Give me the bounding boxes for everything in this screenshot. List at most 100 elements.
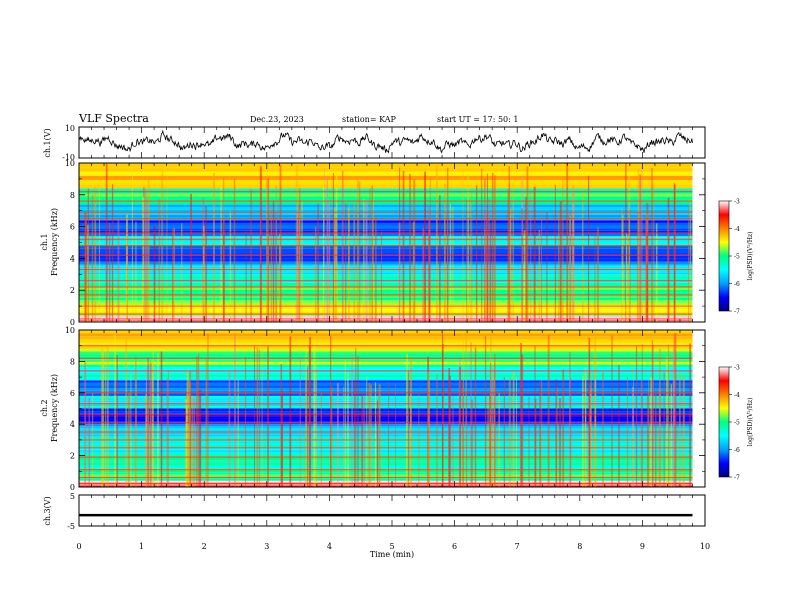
spectrogram-streak: [189, 371, 192, 487]
spectrogram-streak: [267, 346, 269, 487]
spectrogram-streak: [398, 222, 401, 322]
time-tick-label: 4: [327, 542, 332, 551]
spectrogram-streak: [555, 379, 558, 487]
spectrogram-streak: [125, 338, 128, 487]
spectrogram-streak: [368, 383, 371, 487]
ch2-colorbar-ticks: -3 -4 -5 -6 -7: [729, 365, 740, 482]
spectrogram-streak: [365, 200, 368, 322]
spectrogram-streak: [436, 374, 438, 487]
spectrogram-streak: [131, 167, 133, 322]
spectrogram-streak: [435, 164, 438, 322]
spectrogram-band: [79, 398, 693, 401]
spectrogram-band: [79, 367, 693, 370]
spectrogram-line: [79, 370, 693, 372]
ch1-waveform-panel: 10 -10 ch.1(V): [43, 124, 706, 162]
spectrogram-line: [79, 439, 693, 441]
spectrogram-line: [79, 268, 693, 271]
spectrogram-streak: [363, 395, 365, 487]
spectrogram-streak: [220, 179, 222, 322]
spectrogram-streak: [424, 171, 426, 322]
spectrogram-band: [79, 236, 693, 238]
spectrogram-band: [79, 385, 693, 389]
spectrogram-line: [79, 357, 693, 359]
spectrogram-streak: [172, 228, 174, 322]
spectrogram-band: [79, 439, 693, 442]
spectrogram-streak: [444, 199, 446, 322]
spectrogram-streak: [395, 383, 396, 487]
spectrogram-streak: [452, 395, 454, 487]
spectrogram-band: [79, 377, 693, 381]
spectrogram-streak: [653, 182, 655, 322]
ch2-colorbar-gradient: [718, 366, 730, 478]
spectrogram-streak: [146, 196, 148, 322]
spectrogram-streak: [256, 347, 259, 487]
spectrogram-line: [79, 305, 693, 307]
spectrogram-streak: [572, 192, 574, 322]
spectrogram-streak: [674, 332, 677, 487]
spectrogram-band: [79, 188, 693, 192]
spectrogram-streak: [261, 345, 263, 487]
spectrogram-streak: [378, 383, 381, 487]
spectrogram-streak: [345, 203, 347, 322]
ch3-waveform-trace: [79, 513, 693, 517]
spectrogram-streak: [237, 380, 239, 487]
spectrogram-streak: [594, 233, 596, 322]
spectrogram-streak: [105, 163, 108, 322]
spectrogram-streak: [618, 364, 620, 487]
spectrogram-streak: [299, 356, 301, 487]
spectrogram-streak: [188, 380, 190, 487]
spectrogram-blank: [692, 163, 705, 322]
spectrogram-streak: [534, 398, 537, 487]
spectrogram-streak: [351, 354, 353, 487]
spectrogram-streak: [491, 366, 493, 487]
spectrogram-streak: [406, 354, 408, 487]
spectrogram-streak: [559, 397, 561, 487]
spectrogram-band: [79, 449, 693, 453]
colorbar-tick-label: -3: [734, 199, 740, 206]
spectrogram-band: [79, 484, 693, 486]
spectrogram-band: [79, 191, 693, 194]
spectrogram-streak: [322, 183, 325, 322]
spectrogram-band: [79, 230, 693, 234]
spectrogram-band: [79, 266, 693, 268]
spectrogram-streak: [429, 380, 430, 487]
spectrogram-streak: [229, 210, 232, 322]
spectrogram-band: [79, 222, 693, 226]
spectrogram-band: [79, 284, 693, 288]
spectrogram-streak: [106, 346, 109, 487]
spectrogram-band: [79, 278, 693, 281]
spectrogram-streak: [526, 166, 529, 322]
ch3-ytick-bottom: -5: [67, 522, 75, 531]
spectrogram-band: [79, 282, 693, 285]
spectrogram-band: [79, 428, 693, 431]
spectrogram-streak: [101, 345, 103, 487]
spectrogram-streak: [370, 384, 372, 487]
spectrogram-streak: [88, 397, 91, 487]
spectrogram-streak: [130, 374, 132, 487]
spectrogram-streak: [108, 223, 111, 322]
spectrogram-streak: [512, 371, 515, 487]
spectrogram-streak: [295, 165, 297, 322]
ch1-spectrogram-xticks: [78, 163, 706, 322]
spectrogram-band: [79, 201, 693, 205]
spectrogram-streak: [641, 165, 643, 322]
spectrogram-streak: [651, 167, 653, 322]
spectrogram-streak: [462, 381, 464, 487]
spectrogram-band: [79, 311, 693, 314]
spectrogram-streak: [198, 353, 200, 487]
frequency-tick-label: 4: [70, 254, 75, 263]
spectrogram-band: [79, 472, 693, 475]
ch2-channel-label: ch.2: [40, 399, 49, 416]
spectrogram-line: [79, 422, 693, 424]
time-tick-label: 7: [515, 542, 520, 551]
spectrogram-band: [79, 339, 693, 343]
time-axis-label: Time (min): [370, 550, 414, 559]
spectrogram-streak: [305, 339, 307, 487]
spectrogram-streak: [656, 223, 658, 322]
spectrogram-band: [79, 462, 693, 466]
spectrogram-streak: [442, 343, 444, 487]
colorbar-tick-label: -7: [734, 475, 740, 482]
spectrogram-band: [79, 244, 693, 246]
frequency-tick-label: 8: [70, 191, 75, 200]
spectrogram-band: [79, 261, 693, 265]
